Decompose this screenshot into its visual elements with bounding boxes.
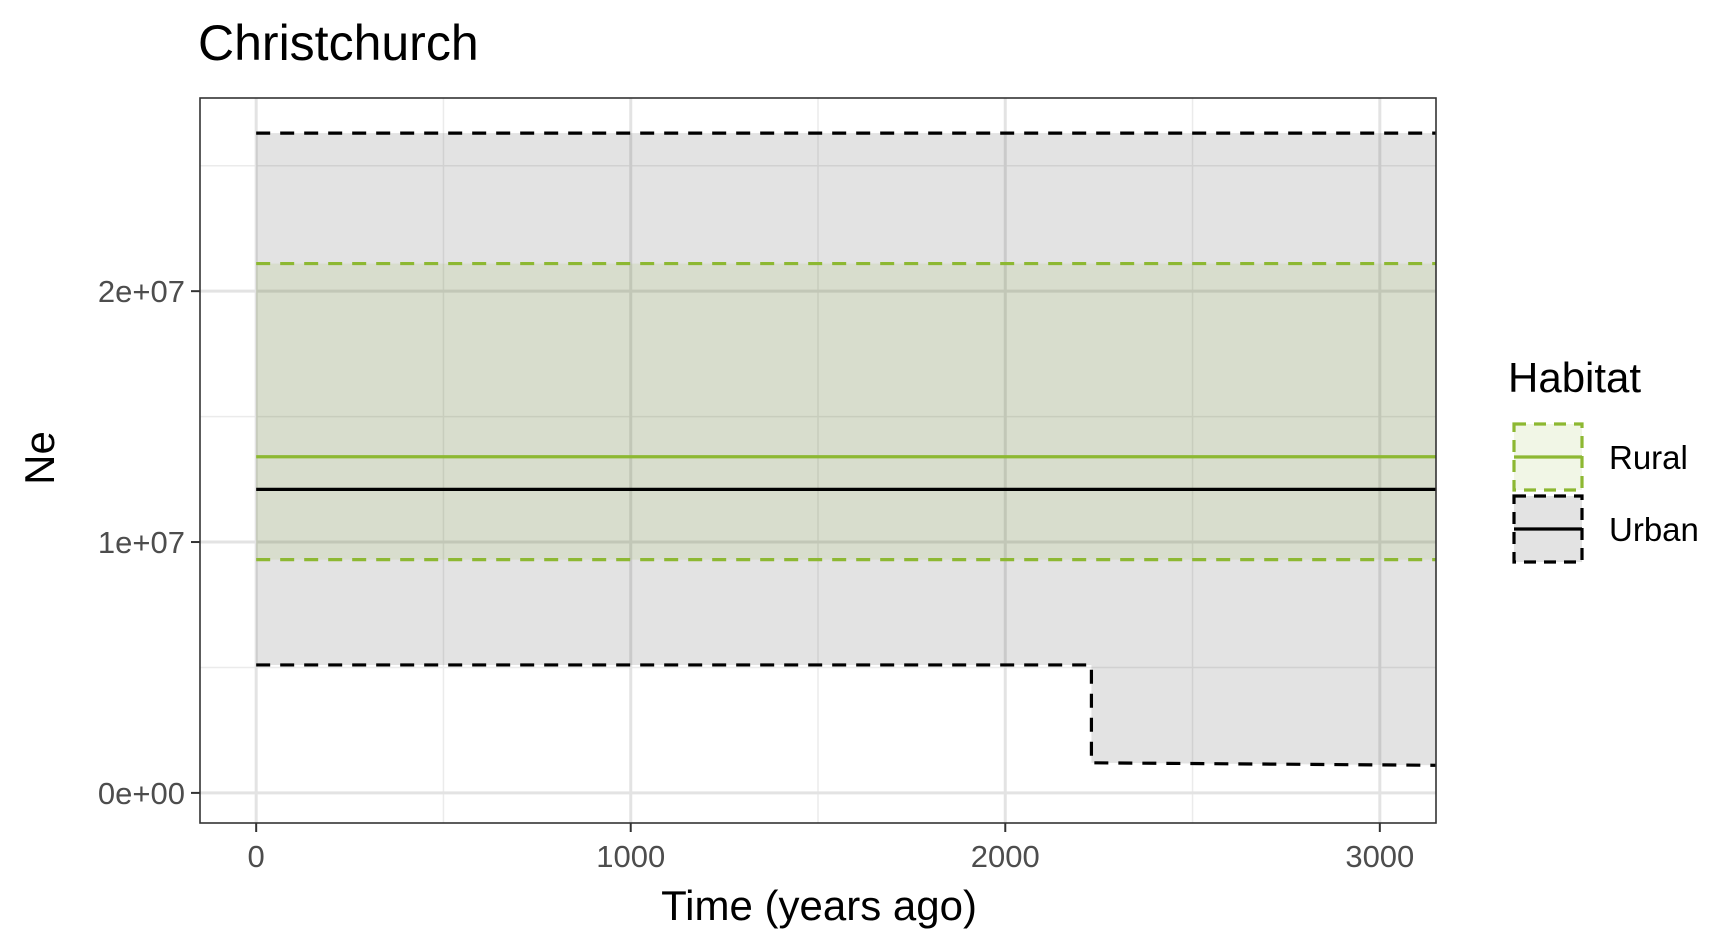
legend-label-rural: Rural [1609,439,1688,476]
legend: Habitat Rural Urban [1508,354,1699,564]
series-lines [256,131,1437,767]
y-axis-title: Ne [16,431,63,485]
x-axis-title: Time (years ago) [661,882,977,929]
x-axis: 0 1000 2000 3000 [248,823,1414,874]
x-tick-label: 1000 [596,839,665,874]
plot-border [199,97,1437,824]
plot-panel [199,97,1437,824]
y-tick-label: 1e+07 [98,525,185,560]
lower-bound-line-urban [256,663,1437,767]
grid [200,98,1436,823]
y-axis: 0e+00 1e+07 2e+07 [98,274,200,811]
x-tick-label: 0 [248,839,265,874]
x-tick-label: 2000 [971,839,1040,874]
legend-title: Habitat [1508,354,1641,401]
legend-item-urban: Urban [1512,494,1699,564]
x-tick-label: 3000 [1345,839,1414,874]
chart-title: Christchurch [198,15,479,71]
legend-label-urban: Urban [1609,511,1699,548]
ribbon-urban [256,133,1436,766]
confidence-ribbons [256,133,1436,766]
legend-item-rural: Rural [1512,422,1688,492]
y-tick-label: 0e+00 [98,776,185,811]
ribbon-rural [256,263,1436,560]
y-tick-label: 2e+07 [98,274,185,309]
